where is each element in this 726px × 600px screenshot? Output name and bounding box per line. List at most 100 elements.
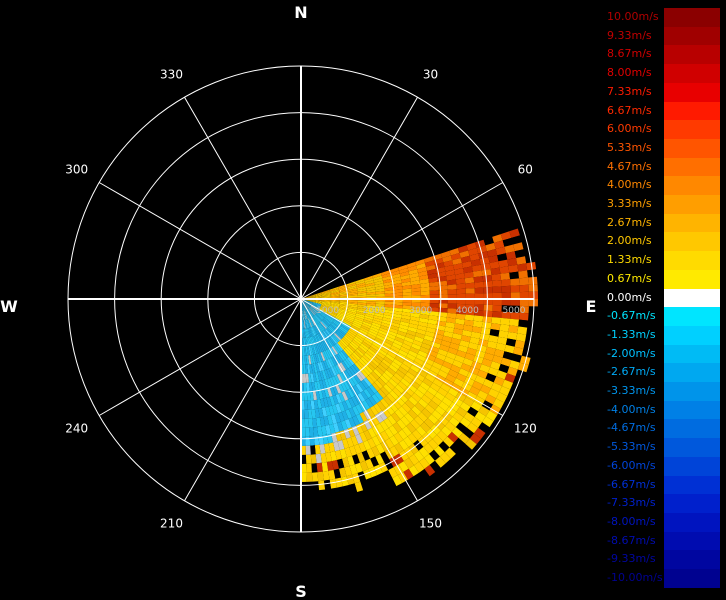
echo-cell: [310, 306, 318, 313]
echo-cell: [330, 291, 340, 295]
legend-label: 6.67m/s: [607, 103, 652, 117]
echo-cell: [328, 310, 338, 315]
echo-cell: [384, 309, 394, 314]
echo-cell: [328, 337, 335, 347]
echo-cell: [364, 278, 374, 283]
echo-cell: [318, 389, 324, 400]
echo-cell: [318, 408, 324, 418]
echo-cell: [316, 353, 322, 363]
echo-cell: [384, 459, 394, 471]
echo-cell: [518, 270, 528, 279]
echo-cell: [492, 305, 502, 312]
echo-cell: [319, 380, 325, 390]
legend-swatch: [664, 569, 720, 588]
echo-cell: [409, 272, 419, 279]
echo-cell: [439, 452, 451, 464]
echo-cell: [356, 452, 366, 463]
echo-cell: [346, 474, 355, 485]
legend-swatch: [664, 101, 720, 121]
echo-cell: [302, 301, 309, 309]
legend-entry: -10.00m/s: [604, 569, 726, 588]
echo-cell: [493, 376, 505, 386]
echo-cell: [339, 448, 347, 459]
echo-cell: [426, 428, 437, 439]
echo-cell: [330, 300, 340, 303]
echo-cell: [355, 383, 364, 393]
echo-cell: [424, 464, 436, 477]
echo-cell: [402, 426, 412, 437]
echo-cell: [465, 293, 475, 299]
legend-entry: -2.00m/s: [604, 344, 726, 364]
echo-cell: [405, 371, 416, 381]
echo-cell: [360, 390, 369, 401]
echo-cell: [346, 368, 354, 378]
echo-cell: [474, 287, 484, 294]
echo-cell: [476, 344, 487, 353]
echo-cell: [305, 310, 309, 319]
echo-cell: [348, 377, 356, 387]
echo-cell: [366, 289, 376, 293]
echo-cell: [364, 337, 374, 344]
echo-cell: [518, 319, 528, 328]
echo-cell: [420, 286, 430, 292]
echo-cell: [363, 388, 372, 399]
echo-cell: [325, 315, 334, 322]
echo-cell: [445, 406, 457, 417]
bearing-label: 60: [518, 163, 533, 177]
echo-cell: [452, 397, 464, 407]
echo-cell: [307, 308, 313, 317]
echo-cell: [346, 332, 355, 340]
echo-cell: [446, 317, 456, 324]
echo-cell: [357, 286, 367, 291]
echo-cell: [488, 255, 499, 263]
echo-cell: [337, 421, 344, 432]
echo-cell: [308, 307, 316, 315]
echo-cell: [511, 353, 522, 363]
echo-cell: [398, 327, 408, 334]
echo-cell: [479, 364, 491, 373]
echo-cell: [411, 405, 422, 416]
echo-cell: [344, 333, 354, 342]
legend-entry: 0.00m/s: [604, 288, 726, 308]
echo-cell: [369, 326, 380, 333]
echo-cell: [332, 334, 340, 342]
echo-cell: [491, 317, 502, 325]
echo-cell: [448, 369, 459, 378]
echo-cell: [385, 353, 395, 362]
echo-cell: [366, 303, 376, 307]
echo-cell: [351, 323, 361, 329]
echo-cell: [392, 422, 403, 433]
echo-cell: [306, 309, 311, 318]
echo-cell: [411, 343, 421, 351]
echo-cell: [474, 281, 484, 289]
echo-cell: [312, 418, 318, 428]
echo-cell: [356, 282, 366, 287]
echo-cell: [432, 434, 444, 446]
echo-cell: [431, 409, 442, 420]
echo-cell: [315, 372, 320, 382]
echo-cell: [418, 274, 429, 281]
echo-cell: [399, 321, 410, 327]
echo-cell: [409, 364, 420, 373]
echo-cell: [437, 348, 448, 357]
echo-cell: [485, 394, 497, 405]
echo-cell: [438, 441, 450, 453]
echo-cell: [339, 372, 346, 382]
echo-cell: [312, 302, 322, 305]
echo-cell: [393, 339, 403, 347]
echo-cell: [321, 293, 331, 296]
echo-cell: [439, 344, 450, 352]
echo-cell: [330, 289, 340, 293]
echo-cell: [496, 392, 508, 403]
echo-cell: [321, 301, 331, 303]
echo-cell: [465, 304, 475, 310]
echo-cell: [459, 250, 470, 258]
echo-cell: [523, 341, 534, 351]
echo-cell: [361, 379, 369, 389]
echo-cell: [377, 472, 387, 484]
echo-cell: [325, 359, 331, 369]
echo-cell: [369, 384, 378, 394]
legend-swatch: [664, 400, 720, 420]
echo-cell: [303, 299, 313, 303]
echo-cell: [303, 300, 312, 305]
